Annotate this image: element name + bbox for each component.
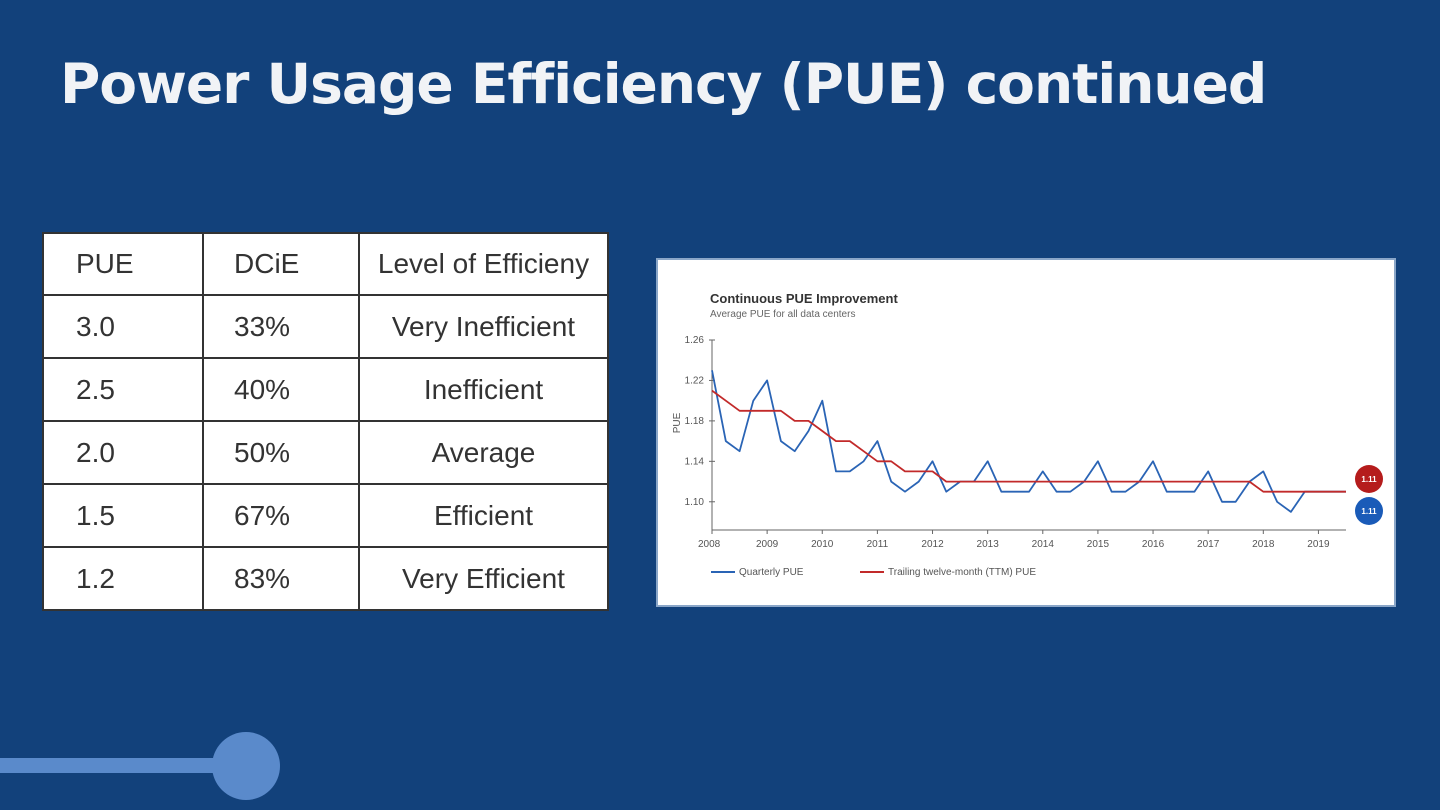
table-row: 3.0 33% Very Inefficient bbox=[42, 294, 609, 359]
y-tick-label: 1.22 bbox=[685, 375, 705, 386]
chart-title: Continuous PUE Improvement bbox=[710, 291, 898, 306]
cell-level: Average bbox=[358, 420, 609, 485]
legend-label: Quarterly PUE bbox=[739, 567, 804, 578]
x-tick-label: 2016 bbox=[1142, 539, 1165, 550]
cell-dcie: 50% bbox=[202, 420, 360, 485]
header-pue: PUE bbox=[42, 232, 204, 296]
cell-level: Efficient bbox=[358, 483, 609, 548]
chart-axes: 1.26 1.22 1.18 1.14 1.10 2008 2009 2010 2011 2012… bbox=[685, 335, 1346, 550]
cell-pue: 1.2 bbox=[42, 546, 204, 611]
end-value-badge bbox=[1355, 465, 1383, 493]
cell-level: Very Efficient bbox=[358, 546, 609, 611]
y-tick-label: 1.10 bbox=[685, 497, 705, 508]
y-tick-label: 1.26 bbox=[685, 335, 705, 346]
pue-chart-card: Continuous PUE Improvement Average PUE f… bbox=[656, 258, 1396, 607]
y-tick-label: 1.14 bbox=[685, 456, 705, 467]
cell-level: Inefficient bbox=[358, 357, 609, 422]
cell-level: Very Inefficient bbox=[358, 294, 609, 359]
x-tick-label: 2011 bbox=[867, 539, 889, 550]
cell-pue: 2.5 bbox=[42, 357, 204, 422]
cell-pue: 1.5 bbox=[42, 483, 204, 548]
x-tick-label: 2010 bbox=[811, 539, 834, 550]
end-value-badge bbox=[1355, 497, 1383, 525]
cell-dcie: 67% bbox=[202, 483, 360, 548]
x-tick-label: 2017 bbox=[1197, 539, 1220, 550]
x-tick-label: 2018 bbox=[1252, 539, 1275, 550]
end-value-badge-label: 1.11 bbox=[1361, 507, 1377, 516]
header-level: Level of Efficieny bbox=[358, 232, 609, 296]
slide-title: Power Usage Efficiency (PUE) continued bbox=[60, 52, 1267, 116]
table-row: 1.5 67% Efficient bbox=[42, 483, 609, 548]
x-tick-label: 2019 bbox=[1307, 539, 1330, 550]
table-header-row: PUE DCiE Level of Efficieny bbox=[42, 232, 609, 296]
chart-subtitle: Average PUE for all data centers bbox=[710, 309, 855, 320]
cell-pue: 3.0 bbox=[42, 294, 204, 359]
legend-label: Trailing twelve-month (TTM) PUE bbox=[888, 567, 1036, 578]
x-tick-label: 2014 bbox=[1032, 539, 1055, 550]
series-line-quarterly-pue bbox=[711, 370, 1346, 513]
chart-series bbox=[711, 370, 1346, 513]
pue-line-chart: Continuous PUE Improvement Average PUE f… bbox=[672, 291, 1383, 578]
progress-knob bbox=[212, 732, 280, 800]
table-row: 2.5 40% Inefficient bbox=[42, 357, 609, 422]
x-tick-label: 2009 bbox=[756, 539, 779, 550]
series-line-ttm-pue bbox=[711, 389, 1346, 493]
cell-dcie: 83% bbox=[202, 546, 360, 611]
y-axis-label: PUE bbox=[672, 412, 683, 433]
x-tick-label: 2008 bbox=[698, 539, 721, 550]
progress-track bbox=[0, 758, 246, 773]
x-tick-label: 2015 bbox=[1087, 539, 1110, 550]
x-tick-label: 2013 bbox=[977, 539, 1000, 550]
chart-badges: 1.11 1.11 bbox=[1355, 465, 1383, 525]
header-dcie: DCiE bbox=[202, 232, 360, 296]
y-tick-label: 1.18 bbox=[685, 416, 705, 427]
table-row: 2.0 50% Average bbox=[42, 420, 609, 485]
cell-pue: 2.0 bbox=[42, 420, 204, 485]
end-value-badge-label: 1.11 bbox=[1361, 475, 1377, 484]
cell-dcie: 33% bbox=[202, 294, 360, 359]
cell-dcie: 40% bbox=[202, 357, 360, 422]
chart-legend: Quarterly PUE Trailing twelve-month (TTM)… bbox=[711, 567, 1036, 578]
pue-efficiency-table: PUE DCiE Level of Efficieny 3.0 33% Very… bbox=[42, 232, 609, 611]
x-tick-label: 2012 bbox=[921, 539, 944, 550]
table-row: 1.2 83% Very Efficient bbox=[42, 546, 609, 611]
